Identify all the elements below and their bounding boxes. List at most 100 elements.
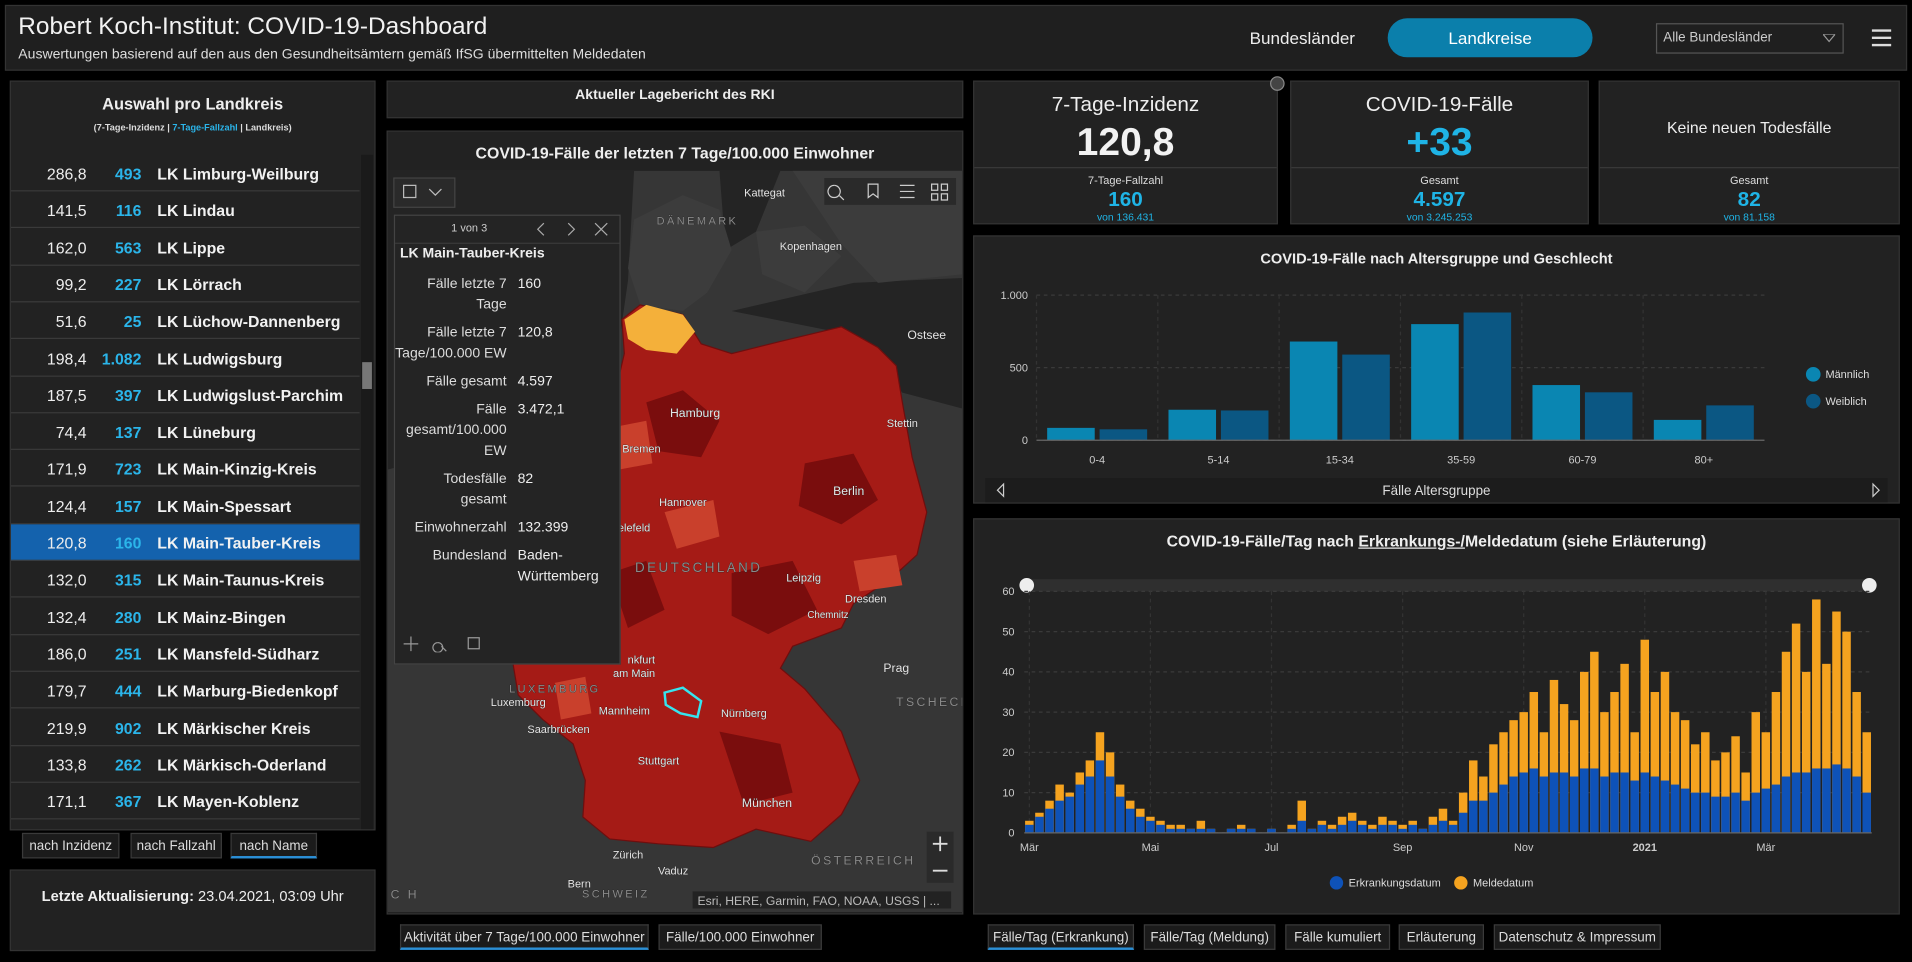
sea xyxy=(731,278,963,409)
bar xyxy=(1832,611,1841,833)
place-label: Bremen xyxy=(622,443,660,455)
bar xyxy=(1751,792,1760,833)
nav-button[interactable]: Bundesländer xyxy=(1249,28,1356,48)
district-row[interactable]: 186,0 251 LK Mansfeld-Südharz xyxy=(10,635,360,672)
bar xyxy=(1660,780,1670,833)
incidence: 74,4 xyxy=(55,423,87,442)
dropdown[interactable]: Alle Bundesländer xyxy=(1655,23,1844,54)
scroll-thumb[interactable] xyxy=(362,362,372,389)
nav-button-active[interactable]: Landkreise xyxy=(1387,18,1593,58)
district-row[interactable]: 219,9 902 LK Märkischer Kreis xyxy=(10,709,360,746)
tab[interactable]: Fälle/Tag (Erkrankung) xyxy=(987,924,1135,950)
legend-marker xyxy=(1805,367,1821,382)
slider-handle[interactable] xyxy=(1862,577,1877,593)
menu-icon[interactable] xyxy=(1871,29,1892,47)
tab[interactable]: nach Inzidenz xyxy=(21,832,120,859)
tab[interactable]: nach Fallzahl xyxy=(130,832,222,859)
district-row[interactable]: 74,4 137 LK Lüneburg xyxy=(10,413,360,451)
bar xyxy=(1610,772,1619,833)
case-count: 493 xyxy=(114,164,142,183)
incidence: 162,0 xyxy=(46,238,87,257)
selected-district[interactable] xyxy=(663,686,703,719)
bar xyxy=(1721,752,1730,833)
district-name: LK Märkischer Kreis xyxy=(157,718,311,738)
popup-fields: Fälle letzte 7 Tage 160 Fälle letzte 7 Tag… xyxy=(395,274,619,595)
bar xyxy=(1408,824,1417,833)
district-row[interactable]: 162,0 563 LK Lippe xyxy=(10,229,360,266)
tab[interactable]: Fälle kumuliert xyxy=(1285,924,1391,950)
tab[interactable]: Fälle/100.000 Einwohner xyxy=(658,924,822,950)
tab[interactable]: Datenschutz & Impressum xyxy=(1493,924,1661,950)
tab[interactable]: Fälle/Tag (Meldung) xyxy=(1143,924,1276,950)
bar xyxy=(1136,816,1145,833)
district-row[interactable]: 198,4 1.082 LK Ludwigsburg xyxy=(10,340,360,377)
case-count: 157 xyxy=(114,497,142,516)
tab[interactable]: Aktivität über 7 Tage/100.000 Einwohner xyxy=(399,924,649,950)
case-count: 902 xyxy=(114,718,142,738)
kpi-card: 7-Tage-Inzidenz 120,8 7-Tage-Fallzahl 160 vo… xyxy=(973,80,1278,225)
bar xyxy=(1347,820,1357,833)
district-row[interactable]: 132,0 315 LK Main-Taunus-Kreis xyxy=(10,561,360,598)
expand-icon[interactable] xyxy=(1269,76,1285,92)
bar xyxy=(1590,768,1599,833)
bar xyxy=(1267,828,1276,833)
district-row[interactable]: 171,1 367 LK Mayen-Koblenz xyxy=(10,783,360,820)
report-link[interactable]: Aktueller Lagebericht des RKI xyxy=(386,80,964,119)
district-row[interactable]: 133,8 262 LK Märkisch-Oderland xyxy=(10,746,360,783)
place-label: Stettin xyxy=(887,418,918,430)
field-label: Todesfälle gesamt xyxy=(443,471,507,508)
popup-nav[interactable] xyxy=(535,222,611,237)
field-value: 132.399 xyxy=(517,520,569,536)
kpi-title: Keine neuen Todesfälle xyxy=(1666,118,1832,137)
range-slider[interactable] xyxy=(1024,579,1872,592)
district-row[interactable]: 120,8 160 LK Main-Tauber-Kreis xyxy=(10,524,360,561)
district-row[interactable]: 141,5 116 LK Lindau xyxy=(10,192,360,229)
district-row[interactable]: 124,4 157 LK Main-Spessart xyxy=(10,487,360,524)
district-row[interactable]: 286,8 493 LK Limburg-Weilburg xyxy=(10,155,360,192)
bar xyxy=(1580,671,1589,833)
district-name: LK Märkisch-Oderland xyxy=(157,755,327,775)
bar xyxy=(1499,784,1508,833)
district-row[interactable]: 171,9 723 LK Main-Kinzig-Kreis xyxy=(10,450,360,488)
bar xyxy=(1469,760,1478,833)
x-tick-label: 15-34 xyxy=(1326,454,1354,466)
district-row[interactable]: 132,4 280 LK Mainz-Bingen xyxy=(10,598,360,635)
district-name: LK Mainz-Bingen xyxy=(157,607,286,627)
incidence: 132,4 xyxy=(46,607,87,627)
place-label: Prag xyxy=(883,661,909,675)
district-row[interactable]: 187,5 397 LK Ludwigslust-Parchim xyxy=(10,377,360,414)
district-list: 286,8 493 LK Limburg-Weilburg 141,5 116 LK Li… xyxy=(10,155,360,829)
age-chart: COVID-19-Fälle nach Altersgruppe und Ges… xyxy=(985,251,1888,503)
bar xyxy=(1812,768,1821,833)
tab[interactable]: nach Name xyxy=(230,832,318,859)
panel-title: Auswahl pro Landkreis xyxy=(102,95,284,114)
tool-icon xyxy=(403,184,442,199)
bar xyxy=(1842,768,1851,833)
district-row[interactable]: 179,7 444 LK Marburg-Biedenkopf xyxy=(10,672,360,709)
popup-tools[interactable] xyxy=(402,635,487,653)
scroll-arrows[interactable] xyxy=(996,482,1880,498)
tab[interactable]: Erläuterung xyxy=(1398,924,1485,950)
bar xyxy=(1569,776,1579,833)
district-row[interactable]: 99,2 227 LK Lörrach xyxy=(10,266,360,303)
bar xyxy=(1115,796,1125,833)
place-label: Zürich xyxy=(613,849,643,861)
bar xyxy=(1711,796,1720,833)
x-tick-label: Sep xyxy=(1393,842,1413,854)
map-title: COVID-19-Fälle der letzten 7 Tage/100.00… xyxy=(475,143,875,163)
title-link[interactable]: Erkrankungs-/ xyxy=(1358,531,1465,550)
place-label: elefeld xyxy=(618,523,650,535)
district-panel: Auswahl pro Landkreis (7-Tage-Inzidenz |… xyxy=(9,80,376,831)
scrollbar[interactable] xyxy=(360,154,374,830)
popup-row: Bundesland Baden-Württemberg xyxy=(395,546,619,587)
bar xyxy=(1418,828,1428,833)
incidence: 179,7 xyxy=(46,681,87,701)
district-name: LK Marburg-Biedenkopf xyxy=(157,681,338,701)
bar xyxy=(1297,800,1306,833)
popup[interactable]: 1 von 3 LK Main-Tauber-Kreis Fälle letzt… xyxy=(393,214,621,665)
slider-handle[interactable] xyxy=(1019,577,1035,593)
bar xyxy=(1680,720,1690,833)
map-toolbar[interactable] xyxy=(824,178,957,205)
case-count: 25 xyxy=(123,312,142,331)
district-row[interactable]: 51,6 25 LK Lüchow-Dannenberg xyxy=(10,303,360,340)
